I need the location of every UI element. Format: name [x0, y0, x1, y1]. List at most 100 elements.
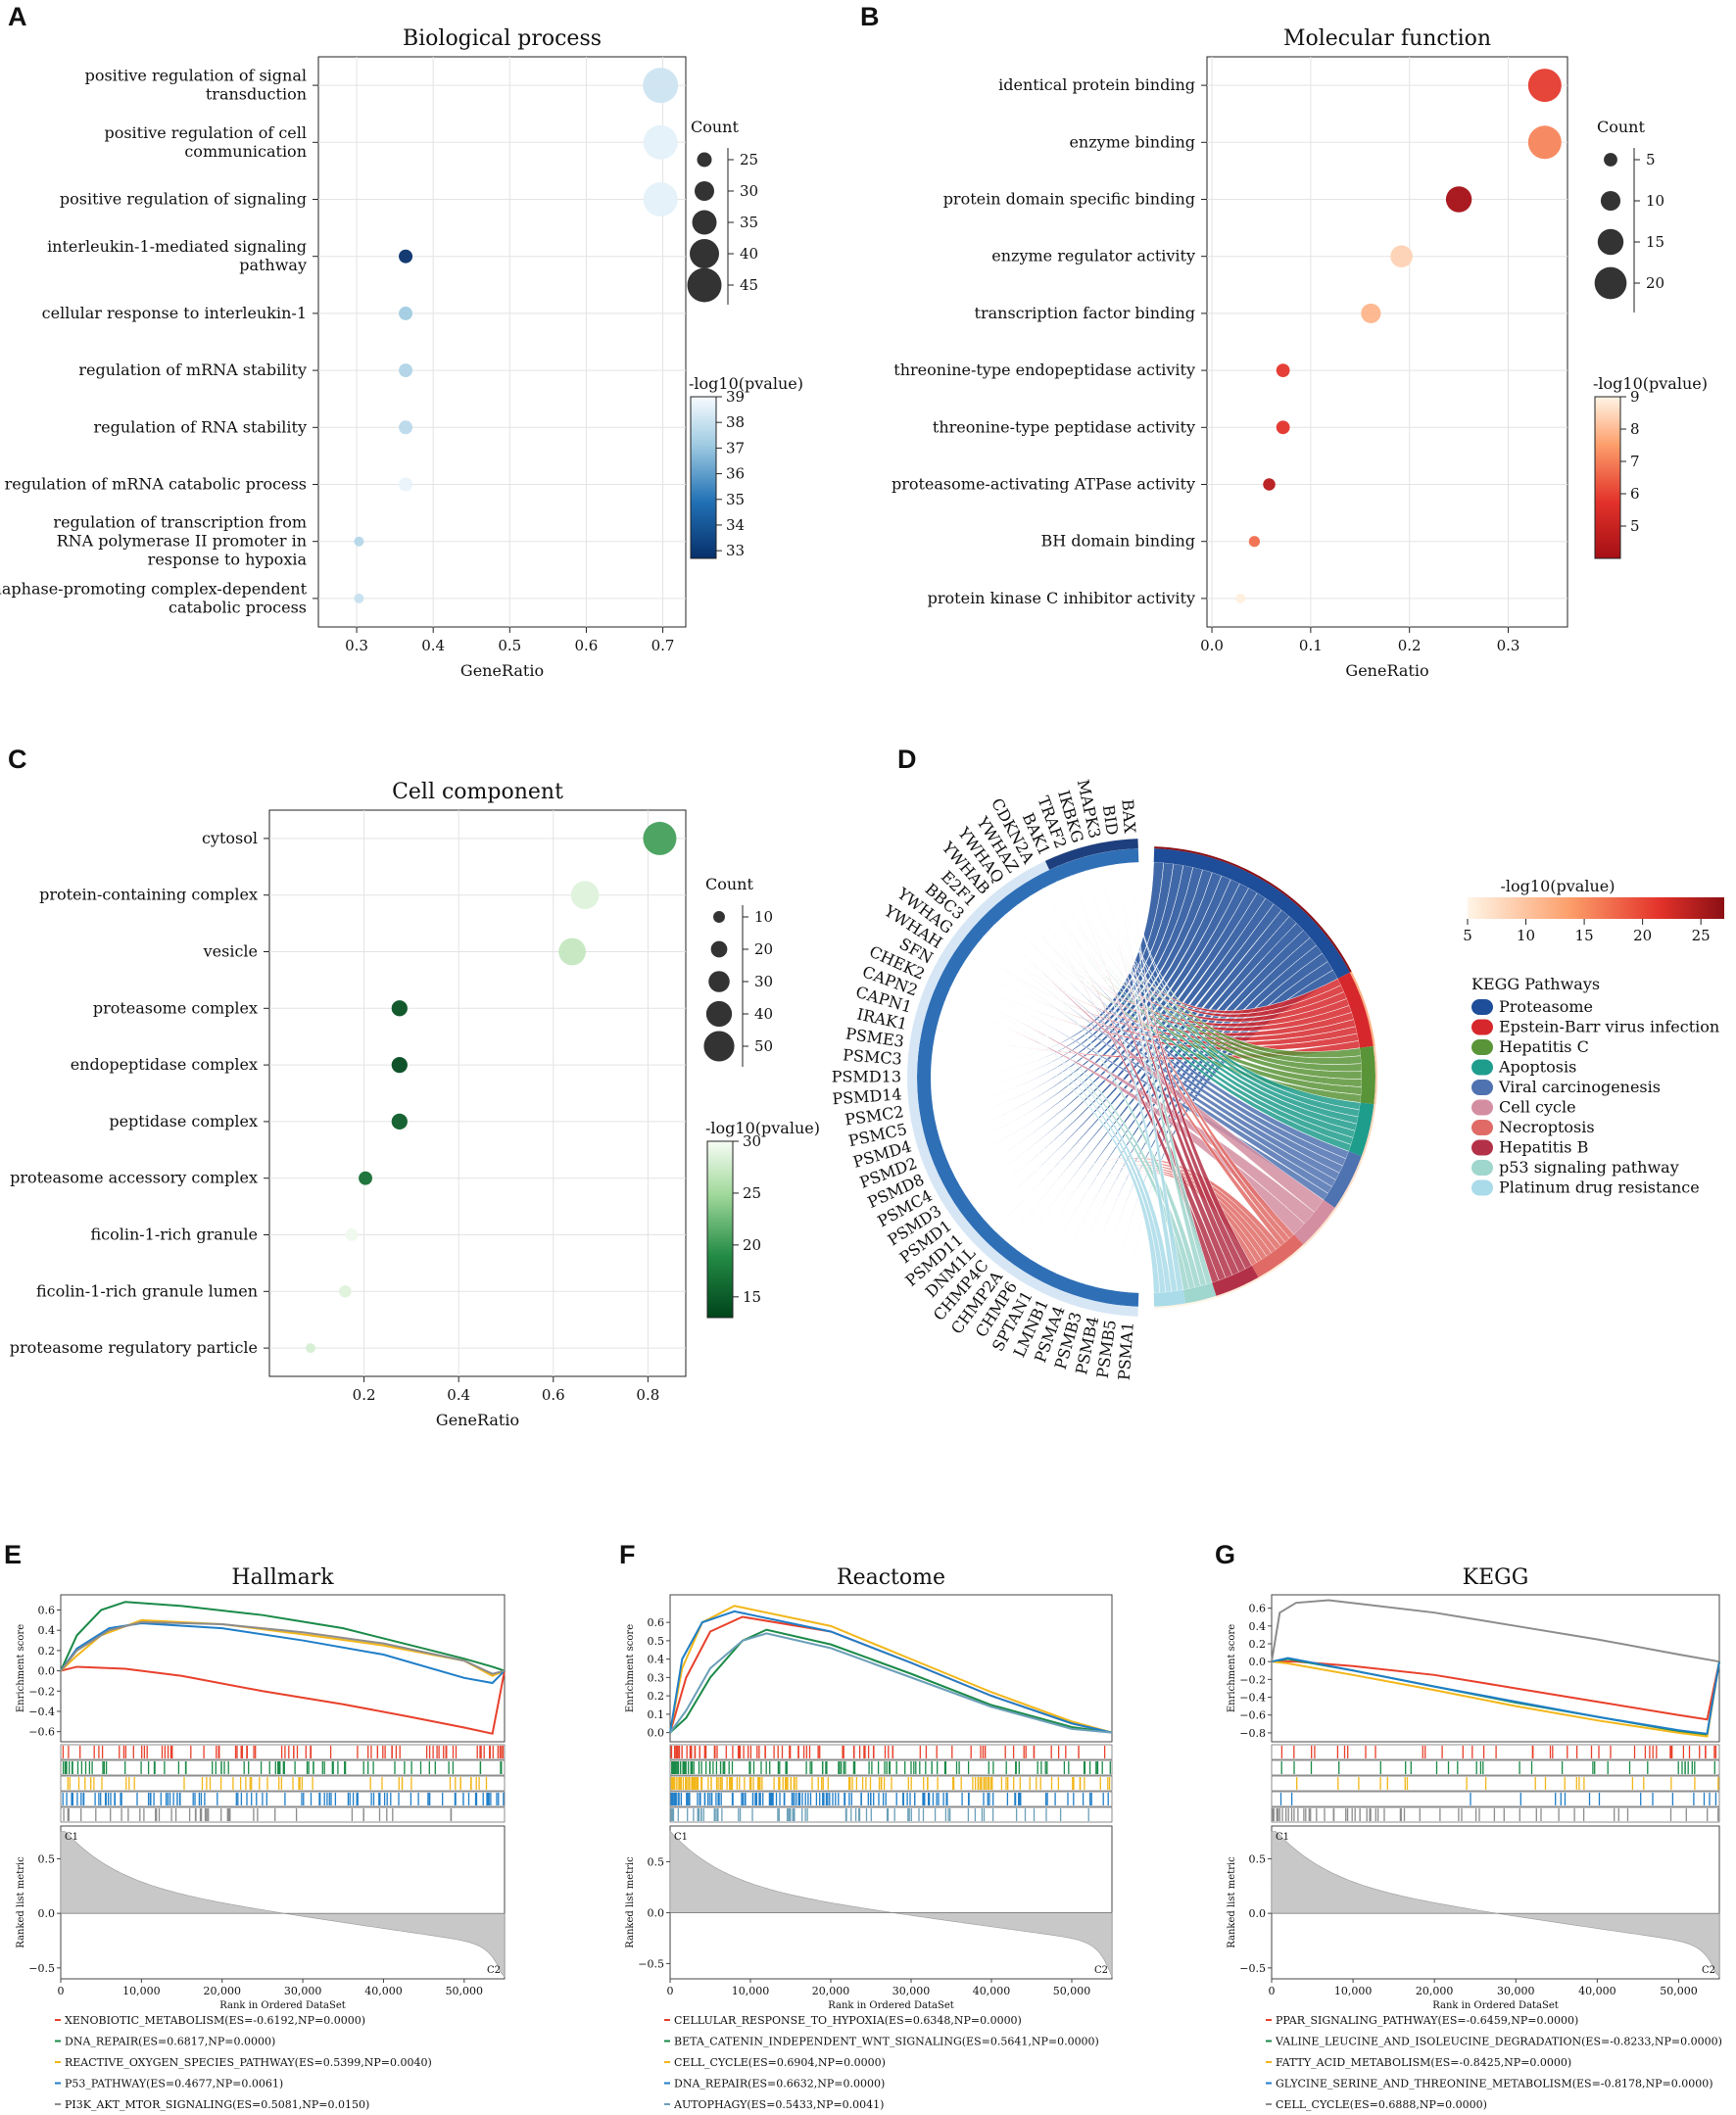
es-tick-label: −0.2 — [1239, 1673, 1266, 1686]
pathway-arc — [1212, 1265, 1259, 1296]
x-tick-label: 0.3 — [345, 637, 368, 654]
x-tick-label: 0.6 — [575, 637, 599, 654]
color-bar-label: 37 — [726, 439, 745, 457]
legend-swatch — [1471, 1179, 1493, 1196]
es-tick-label: −0.6 — [28, 1726, 55, 1739]
hit-strip — [60, 1775, 506, 1792]
es-curve — [669, 1605, 1113, 1734]
term-label: threonine-type peptidase activity — [933, 417, 1195, 436]
size-legend-dot — [687, 267, 722, 303]
gene-label: PSMA1 — [1115, 1322, 1137, 1381]
legend-entry: XENOBIOTIC_METABOLISM(ES=-0.6192,NP=0.00… — [65, 2014, 365, 2027]
es-tick-label: 0.4 — [38, 1624, 56, 1637]
panel-label: B — [860, 2, 880, 31]
plot-area — [317, 56, 687, 628]
color-bar-label: 8 — [1630, 420, 1640, 438]
chord-ribbon — [1085, 870, 1363, 1080]
term-label: positive regulation of signal — [85, 67, 307, 85]
size-legend-label: 10 — [754, 908, 773, 926]
term-label: cytosol — [202, 829, 258, 847]
x-tick-label: 0.8 — [636, 1386, 659, 1404]
x-tick-label: 50,000 — [1660, 1985, 1698, 1997]
color-bar-label: 7 — [1630, 453, 1640, 470]
hit-marks — [1280, 1746, 1717, 1758]
es-tick-label: 0.2 — [648, 1690, 665, 1703]
term-dot — [643, 182, 678, 216]
size-legend-label: 45 — [740, 276, 758, 294]
chart-title: KEGG — [1463, 1565, 1529, 1590]
hit-marks — [67, 1777, 488, 1790]
legend-swatch — [1471, 1019, 1493, 1035]
legend-entry: DNA_REPAIR(ES=0.6817,NP=0.0000) — [65, 2036, 275, 2048]
pathway-arc — [1251, 1234, 1304, 1278]
x-tick-label: 20,000 — [812, 1985, 850, 1997]
term-label: anaphase-promoting complex-dependent — [0, 579, 308, 598]
term-label: catabolic process — [169, 598, 307, 616]
x-tick-label: 50,000 — [1053, 1985, 1091, 1997]
size-legend-label: 30 — [740, 182, 758, 200]
hit-marks — [1272, 1808, 1719, 1821]
color-bar-label: 10 — [1517, 927, 1535, 944]
term-label: regulation of mRNA catabolic process — [5, 475, 307, 494]
chord-ribbon — [949, 987, 1173, 1293]
metric-tick-label: 0.0 — [648, 1906, 665, 1919]
term-dot — [1248, 536, 1261, 548]
term-dot — [1263, 478, 1276, 491]
term-dot — [570, 881, 600, 910]
color-bar — [690, 396, 717, 559]
size-legend-dot — [713, 911, 725, 923]
legend-entry: Proteasome — [1499, 997, 1593, 1016]
size-legend-label: 15 — [1646, 233, 1664, 251]
color-legend-title: -log10(pvalue) — [705, 1119, 820, 1137]
x-axis-label: Rank in Ordered DataSet — [1432, 2000, 1559, 2011]
term-label: ficolin-1-rich granule lumen — [36, 1281, 258, 1300]
term-label: enzyme binding — [1069, 132, 1195, 151]
x-tick-label: 50,000 — [446, 1985, 484, 1997]
metric-tick-label: 0.5 — [1249, 1852, 1267, 1865]
term-label: pathway — [239, 256, 307, 274]
chord-ribbon — [930, 862, 1175, 1079]
chord-ribbon — [973, 947, 1333, 1194]
hit-strip — [669, 1806, 1113, 1823]
x-tick-label: 0.4 — [421, 637, 445, 654]
hit-strip — [60, 1759, 506, 1776]
legend-entry: VALINE_LEUCINE_AND_ISOLEUCINE_DEGRADATIO… — [1275, 2036, 1722, 2048]
panel-label: C — [8, 745, 27, 774]
metric-axis-label: Ranked list metric — [625, 1856, 636, 1948]
x-tick-label: 10,000 — [1334, 1985, 1373, 1997]
metric-tick-label: −0.5 — [638, 1957, 664, 1970]
chart-title: Molecular function — [1283, 26, 1491, 51]
chord-ribbon — [964, 883, 1249, 1195]
plot-area — [1206, 56, 1568, 628]
hit-marks — [671, 1761, 1111, 1774]
es-tick-label: −0.4 — [1239, 1692, 1266, 1705]
x-tick-label: 10,000 — [122, 1985, 161, 1997]
size-legend-dot — [695, 181, 714, 201]
x-tick-label: 0.7 — [651, 637, 675, 654]
x-tick-label: 10,000 — [732, 1985, 770, 1997]
color-bar-label: 34 — [726, 516, 745, 534]
c1-label: C1 — [65, 1832, 78, 1843]
chord-ribbon — [1071, 875, 1233, 1278]
term-label: interleukin-1-mediated signaling — [47, 237, 307, 256]
color-bar-label: 20 — [1633, 927, 1652, 944]
chart-title: Biological process — [403, 26, 602, 51]
term-dot — [643, 821, 677, 855]
x-tick-label: 0.5 — [498, 637, 521, 654]
x-tick-label: 0.4 — [447, 1386, 470, 1404]
legend-swatch — [1471, 1039, 1493, 1055]
panel-label: D — [897, 745, 917, 774]
color-bar-label: 39 — [726, 388, 745, 406]
size-legend-label: 35 — [740, 214, 758, 231]
hit-marks — [62, 1761, 503, 1774]
plot-area — [268, 809, 687, 1377]
chord-ribbon — [1115, 864, 1207, 1287]
pathway-arc — [1359, 1045, 1375, 1105]
c2-label: C2 — [1094, 1965, 1108, 1976]
hit-marks — [62, 1793, 505, 1805]
panel-C: C Cell component 0.2 0.4 0.6 0.8 GeneRatio cyto… — [8, 745, 820, 1429]
color-bar-label: 30 — [743, 1132, 761, 1150]
es-curve — [60, 1601, 506, 1672]
hit-strip — [1271, 1775, 1720, 1792]
term-dot — [1390, 245, 1413, 268]
